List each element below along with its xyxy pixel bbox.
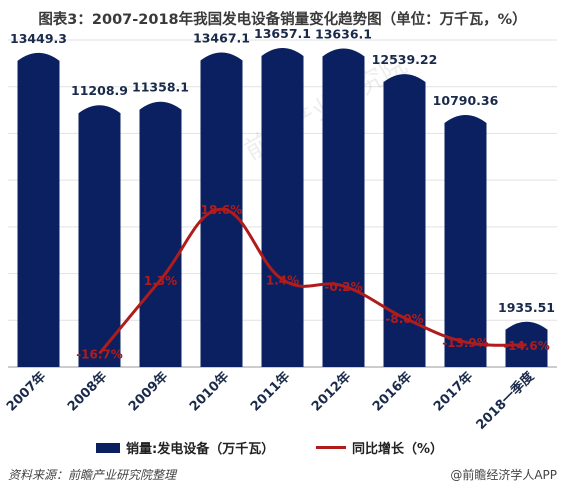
bar (383, 74, 426, 368)
bar (17, 52, 60, 367)
source-note: 资料来源：前瞻产业研究院整理 (8, 468, 177, 482)
bar-value-label: 10790.36 (433, 93, 499, 108)
legend-label-sales: 销量:发电设备（万千瓦） (126, 442, 275, 457)
growth-value-label: -8.0% (385, 312, 423, 326)
x-tick-label: 2009年 (125, 369, 171, 415)
x-tick-label: 2018一季度 (473, 368, 538, 433)
footer: 资料来源：前瞻产业研究院整理 @前瞻经济学人APP (0, 466, 565, 486)
bar (78, 105, 121, 367)
growth-value-label: 18.6% (201, 203, 243, 217)
bar (261, 48, 304, 368)
brand-credit: @前瞻经济学人APP (450, 468, 557, 482)
chart-title: 图表3：2007-2018年我国发电设备销量变化趋势图（单位：万千瓦，%） (38, 12, 527, 28)
growth-value-label: -0.2% (324, 280, 362, 294)
x-tick-label: 2012年 (308, 369, 354, 415)
legend-label-growth: 同比增长（%） (352, 442, 444, 457)
growth-value-label: 1.4% (266, 274, 299, 288)
growth-value-label: -16.7% (76, 348, 123, 362)
legend-swatch-line (316, 446, 346, 449)
legend-item-sales: 销量:发电设备（万千瓦） (96, 438, 274, 457)
legend-swatch-bar (96, 442, 120, 453)
growth-value-label: -14.6% (503, 339, 550, 353)
bar (139, 101, 182, 367)
bar-value-label: 11208.9 (71, 83, 128, 98)
bar-value-label: 13449.3 (10, 31, 67, 46)
bar (444, 114, 487, 367)
bar-value-label: 13636.1 (315, 26, 372, 41)
x-tick-label: 2016年 (369, 369, 415, 415)
bar-value-label: 11358.1 (132, 80, 189, 95)
bar-value-label: 13657.1 (254, 26, 311, 41)
x-tick-label: 2017年 (430, 369, 476, 415)
growth-line (98, 207, 527, 355)
growth-value-label: 1.3% (144, 274, 177, 288)
legend-item-growth: 同比增长（%） (316, 438, 443, 457)
growth-value-label: -13.9% (442, 336, 489, 350)
bar-value-label: 1935.51 (498, 300, 555, 315)
chart-legend: 销量:发电设备（万千瓦） 同比增长（%） (0, 438, 565, 457)
bar (322, 48, 365, 367)
bar-value-label: 13467.1 (193, 30, 250, 45)
bar-value-label: 12539.22 (372, 52, 438, 67)
x-tick-label: 2011年 (247, 369, 293, 415)
x-tick-label: 2007年 (3, 369, 49, 415)
x-tick-label: 2010年 (186, 369, 232, 415)
x-tick-label: 2008年 (64, 369, 110, 415)
